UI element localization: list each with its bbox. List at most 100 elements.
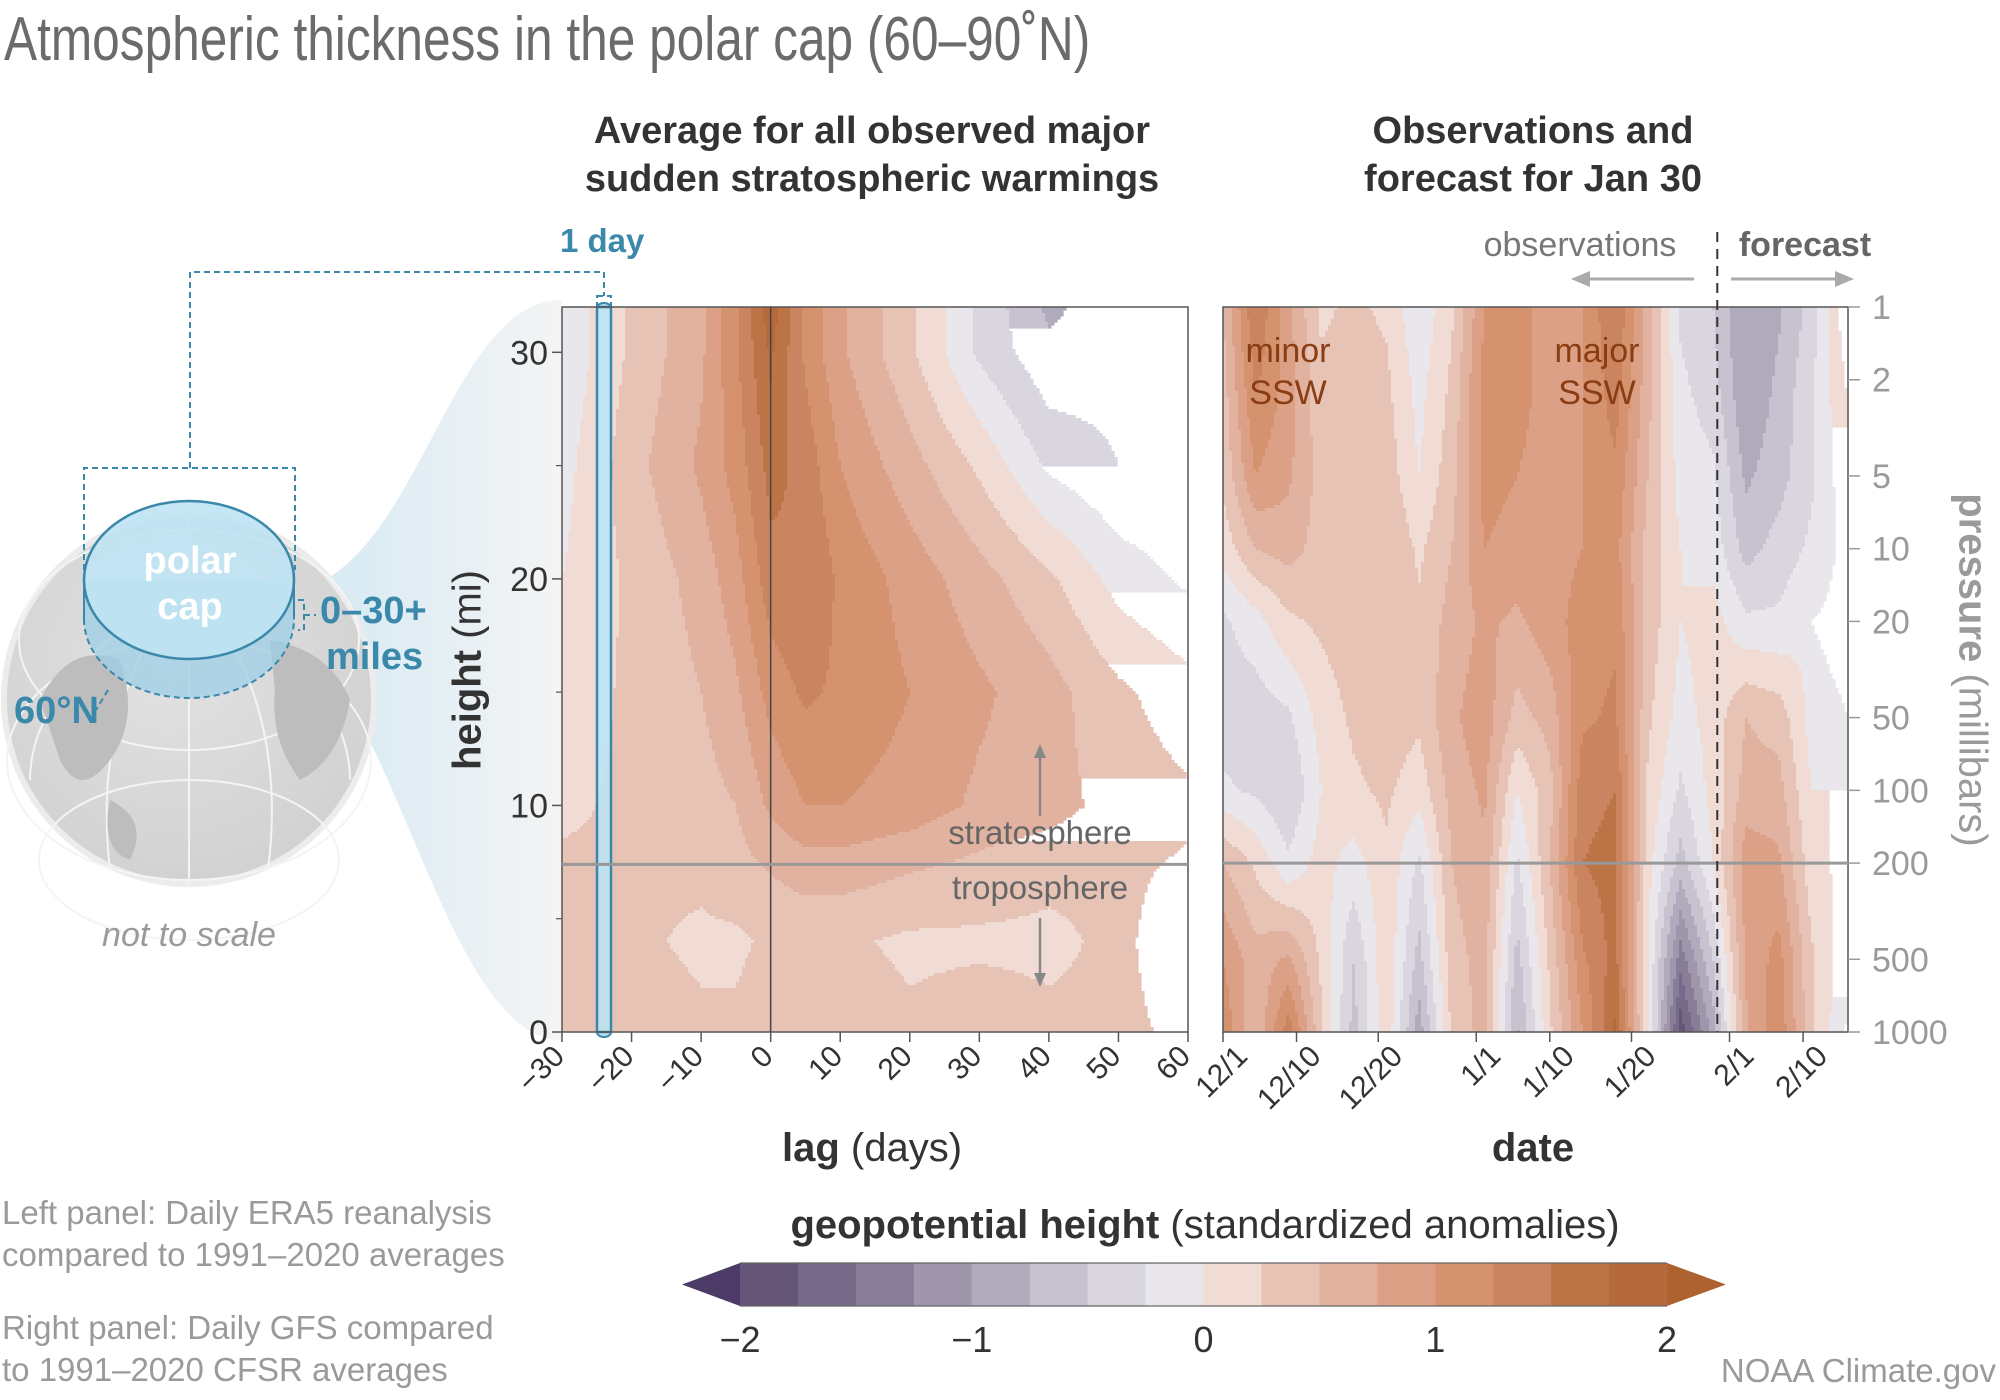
heatmap-cell — [721, 367, 740, 371]
heatmap-cell — [916, 349, 947, 353]
heatmap-cell — [1601, 328, 1623, 332]
heatmap-cell — [1742, 559, 1755, 563]
heatmap-cell — [706, 724, 746, 728]
heatmap-cell — [1673, 406, 1698, 410]
heatmap-cell — [577, 829, 743, 833]
heatmap-cell — [1634, 316, 1644, 320]
heatmap-cell — [754, 376, 770, 380]
heatmap-cell — [1325, 334, 1383, 338]
heatmap-cell — [1613, 442, 1617, 446]
heatmap-cell — [1811, 505, 1836, 509]
heatmap-cell — [1244, 358, 1254, 362]
heatmap-cell — [1568, 598, 1623, 602]
heatmap-cell — [1640, 427, 1650, 431]
heatmap-cell — [1012, 529, 1061, 533]
heatmap-cell — [847, 484, 893, 488]
heatmap-cell — [616, 538, 668, 542]
heatmap-cell — [784, 493, 824, 497]
heatmap-cell — [934, 973, 1025, 977]
heatmap-cell — [985, 370, 1028, 374]
heatmap-cell — [763, 448, 788, 452]
heatmap-cell — [661, 376, 704, 380]
heatmap-cell — [1709, 445, 1728, 449]
heatmap-cell — [868, 541, 923, 545]
heatmap-cell — [1628, 442, 1638, 446]
heatmap-cell — [1388, 346, 1407, 350]
heatmap-cell — [724, 613, 749, 617]
heatmap-cell — [958, 613, 1022, 617]
heatmap-cell — [1253, 544, 1305, 548]
heatmap-cell — [1313, 472, 1398, 476]
heatmap-cell — [1409, 532, 1428, 536]
heatmap-cell — [1625, 484, 1638, 488]
heatmap-cell — [1583, 370, 1602, 374]
heatmap-cell — [718, 571, 743, 575]
heatmap-cell — [562, 937, 668, 941]
heatmap-cell — [1532, 388, 1584, 392]
heatmap-cell — [820, 475, 845, 479]
heatmap-cell — [1469, 538, 1485, 542]
heatmap-cell — [964, 526, 1010, 530]
heatmap-cell — [856, 790, 968, 794]
heatmap-cell — [961, 451, 1001, 455]
heatmap-cell — [1472, 337, 1485, 341]
heatmap-cell — [739, 814, 770, 818]
heatmap-cell — [724, 616, 749, 620]
heatmap-cell — [751, 628, 770, 632]
heatmap-cell — [1625, 475, 1638, 479]
heatmap-cell — [1583, 430, 1611, 434]
heatmap-cell — [1631, 547, 1644, 551]
heatmap-cell — [1030, 499, 1085, 503]
heatmap-cell — [682, 598, 722, 602]
heatmap-cell — [1012, 409, 1058, 413]
heatmap-cell — [1060, 976, 1142, 980]
heatmap-cell — [856, 889, 1148, 893]
heatmap-cell — [796, 691, 824, 695]
heatmap-cell — [1262, 373, 1281, 377]
heatmap-cell — [739, 307, 752, 311]
heatmap-cell — [1481, 493, 1509, 497]
heatmap-cell — [1574, 568, 1623, 572]
heatmap-cell — [700, 415, 725, 419]
heatmap-cell — [1274, 424, 1296, 428]
heatmap-cell — [565, 565, 620, 569]
heatmap-cell — [1766, 418, 1794, 422]
heatmap-cell — [823, 322, 848, 326]
heatmap-cell — [1391, 397, 1413, 401]
heatmap-cell — [946, 322, 974, 326]
heatmap-cell — [1799, 559, 1836, 563]
heatmap-cell — [1634, 505, 1647, 509]
heatmap-cell — [802, 337, 824, 341]
heatmap-cell — [1736, 421, 1767, 425]
heatmap-cell — [751, 505, 770, 509]
heatmap-cell — [1733, 496, 1785, 500]
heatmap-cell — [1766, 421, 1794, 425]
heatmap-cell — [562, 952, 677, 956]
heatmap-cell — [562, 742, 611, 746]
heatmap-cell — [562, 697, 614, 701]
heatmap-cell — [1634, 598, 1644, 602]
heatmap-cell — [1583, 472, 1626, 476]
heatmap-cell — [1295, 436, 1314, 440]
heatmap-cell — [562, 313, 590, 317]
heatmap-cell — [1622, 382, 1632, 386]
heatmap-cell — [1295, 391, 1311, 395]
heatmap-cell — [1643, 322, 1653, 326]
heatmap-cell — [1631, 361, 1644, 365]
heatmap-cell — [1057, 910, 1142, 914]
heatmap-cell — [775, 877, 896, 881]
heatmap-cell — [955, 442, 995, 446]
heatmap-cell — [832, 610, 893, 614]
heatmap-cell — [1652, 325, 1662, 329]
heatmap-cell — [616, 544, 668, 548]
heatmap-cell — [1415, 430, 1425, 434]
heatmap-cell — [1829, 400, 1848, 404]
heatmap-cell — [904, 709, 992, 713]
heatmap-cell — [739, 337, 752, 341]
heatmap-cell — [862, 526, 914, 530]
heatmap-cell — [610, 736, 710, 740]
heatmap-cell — [751, 514, 770, 518]
heatmap-cell — [562, 613, 620, 617]
heatmap-cell — [1481, 391, 1533, 395]
heatmap-cell — [1238, 391, 1248, 395]
